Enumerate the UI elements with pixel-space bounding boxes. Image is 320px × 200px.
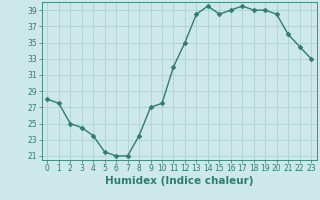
X-axis label: Humidex (Indice chaleur): Humidex (Indice chaleur) xyxy=(105,176,253,186)
